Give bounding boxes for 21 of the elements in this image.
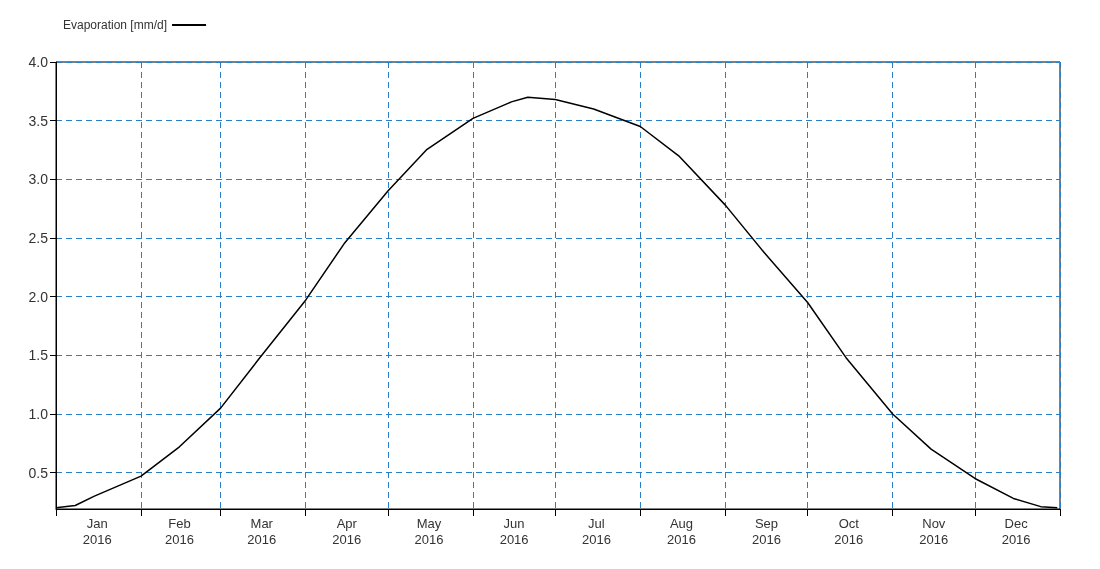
- x-tick-label: May 2016: [414, 515, 444, 547]
- x-tick-label: Nov 2016: [919, 515, 949, 547]
- y-tick-label: 0.5: [28, 464, 49, 481]
- x-tick-label: Apr 2016: [332, 515, 362, 547]
- legend-label: Evaporation [mm/d]: [63, 18, 168, 32]
- x-tick-label: Mar 2016: [247, 515, 277, 547]
- x-tick-label: Sep 2016: [752, 515, 781, 547]
- x-tick-label: Jan 2016: [82, 515, 112, 547]
- x-tick-label: Jul 2016: [581, 515, 611, 547]
- y-tick-label: 2.5: [28, 229, 49, 246]
- x-tick-label: Oct 2016: [834, 515, 864, 547]
- y-tick-label: 1.5: [28, 347, 49, 364]
- x-tick-label: Jun 2016: [499, 515, 529, 547]
- x-tick-label: Feb 2016: [164, 515, 194, 547]
- y-tick-label: 3.5: [28, 112, 49, 129]
- y-tick-label: 3.0: [28, 171, 49, 188]
- y-tick-label: 2.0: [28, 288, 49, 305]
- y-tick-label: 4.0: [28, 54, 49, 70]
- x-tick-label: Aug 2016: [666, 515, 696, 547]
- x-tick-label: Dec 2016: [1001, 515, 1031, 547]
- y-tick-label: 1.0: [28, 405, 49, 422]
